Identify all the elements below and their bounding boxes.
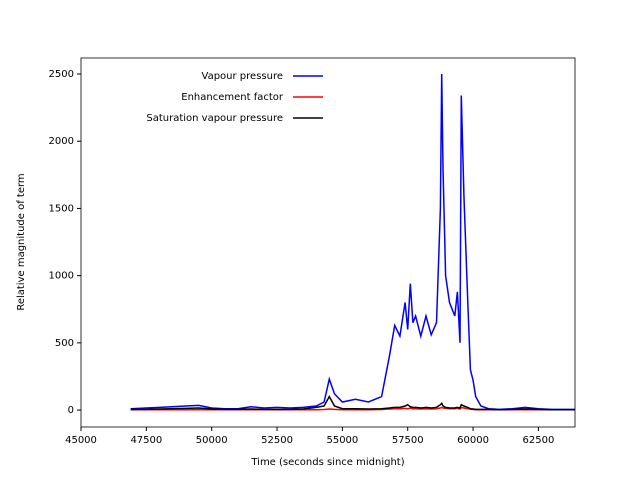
- y-tick-label: 500: [55, 338, 74, 349]
- x-tick-label: 45000: [65, 435, 97, 446]
- legend-label: Enhancement factor: [181, 92, 284, 103]
- y-axis-label: Relative magnitude of term: [16, 173, 27, 310]
- y-tick-label: 2000: [49, 136, 74, 147]
- x-tick-label: 52500: [261, 435, 293, 446]
- y-tick-label: 1000: [49, 271, 74, 282]
- x-tick-label: 57500: [392, 435, 424, 446]
- plot-frame: [80, 57, 576, 428]
- y-tick-label: 0: [68, 405, 74, 416]
- legend-label: Vapour pressure: [202, 71, 283, 82]
- y-tick-label: 1500: [49, 203, 74, 214]
- series-line: [130, 73, 575, 411]
- x-axis-label: Time (seconds since midnight): [250, 457, 404, 468]
- x-tick-label: 55000: [326, 435, 358, 446]
- x-tick-label: 50000: [196, 435, 228, 446]
- legend-label: Saturation vapour pressure: [146, 113, 283, 124]
- series-line: [130, 395, 575, 411]
- x-tick-label: 47500: [130, 435, 162, 446]
- x-tick-label: 60000: [457, 435, 489, 446]
- x-tick-label: 62500: [523, 435, 555, 446]
- y-tick-label: 2500: [49, 69, 74, 80]
